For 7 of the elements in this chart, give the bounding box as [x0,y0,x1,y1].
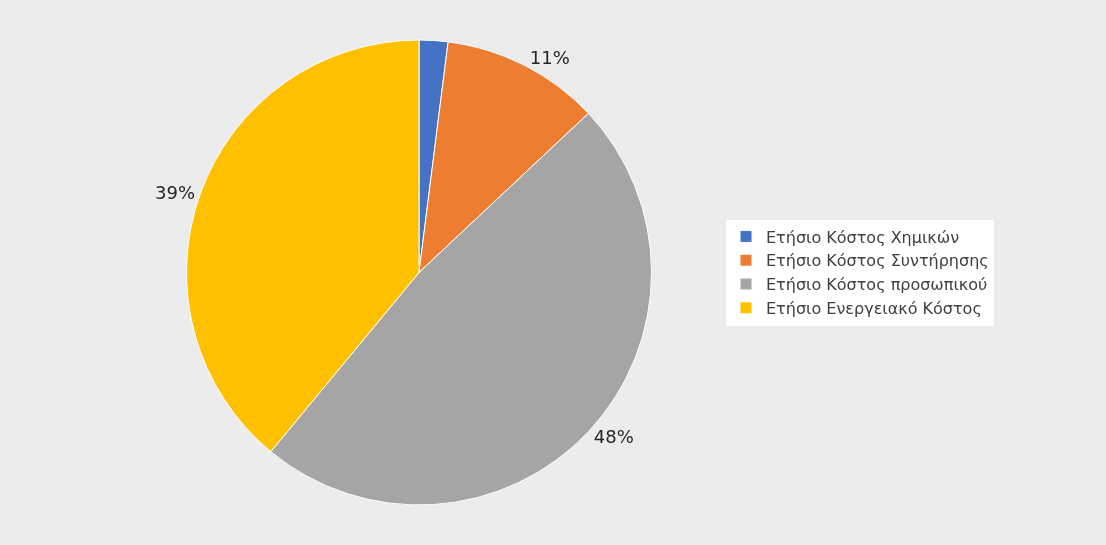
legend-label: Ετήσιο Κόστος προσωπικού [766,275,988,295]
legend-label: Ετήσιο Ενεργειακό Κόστος [766,299,982,319]
data-label: 11% [529,46,570,68]
legend-label: Ετήσιο Κόστος Χημικών [766,227,960,247]
data-label: 39% [154,182,195,204]
data-label: 48% [593,426,634,448]
legend-label: Ετήσιο Κόστος Συντήρησης [766,251,989,271]
